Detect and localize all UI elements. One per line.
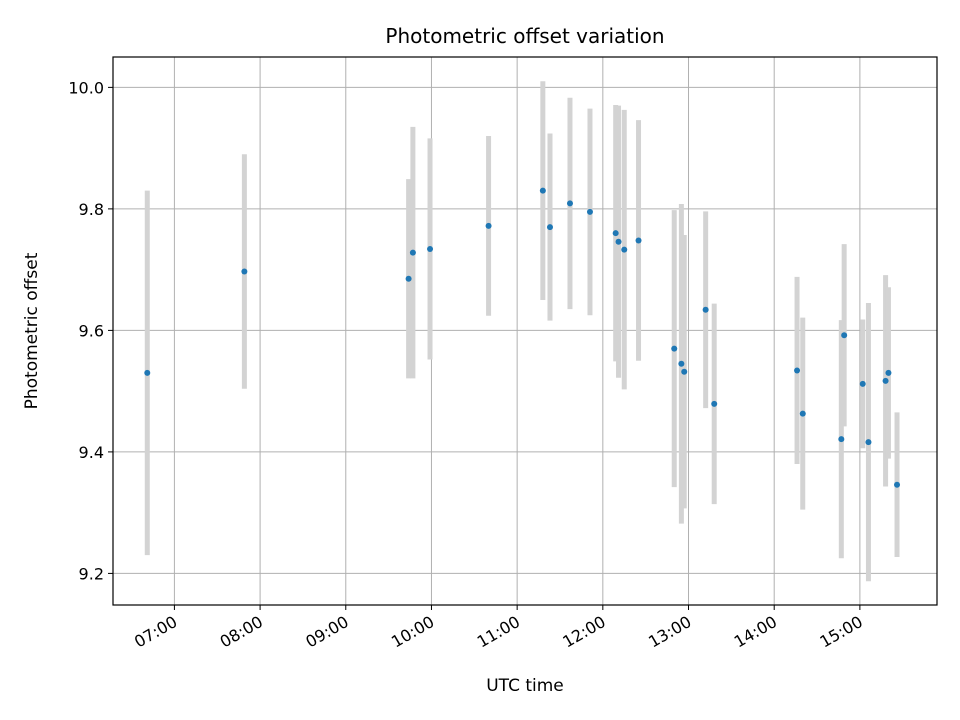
data-point	[794, 367, 801, 374]
y-tick-label: 9.6	[79, 321, 104, 340]
data-point	[427, 245, 434, 252]
data-points	[144, 187, 901, 488]
data-point	[635, 237, 642, 244]
data-point	[409, 249, 416, 256]
data-point	[799, 410, 806, 417]
data-point	[882, 377, 889, 384]
data-point	[566, 200, 573, 207]
data-point	[241, 268, 248, 275]
data-point	[711, 400, 718, 407]
data-point	[678, 360, 685, 367]
data-point	[546, 224, 553, 231]
x-axis-title: UTC time	[486, 676, 564, 696]
data-point	[841, 332, 848, 339]
plot-frame	[112, 56, 938, 606]
y-axis-title: Photometric offset	[22, 252, 42, 409]
chart-title: Photometric offset variation	[385, 24, 664, 48]
y-tick-label: 9.8	[79, 200, 104, 219]
y-tick-label: 10.0	[68, 78, 104, 97]
data-point	[671, 345, 678, 352]
data-point	[859, 380, 866, 387]
data-point	[865, 439, 872, 446]
data-point	[894, 481, 901, 488]
data-point	[885, 369, 892, 376]
data-point	[681, 368, 688, 375]
data-point	[838, 436, 845, 443]
grid	[113, 57, 937, 605]
data-point	[586, 208, 593, 215]
data-point	[144, 369, 151, 376]
y-tick-label: 9.4	[79, 443, 104, 462]
data-point	[405, 275, 412, 282]
data-point	[615, 238, 622, 245]
data-point	[702, 306, 709, 313]
data-point	[539, 187, 546, 194]
y-tick-label: 9.2	[79, 564, 104, 583]
data-point	[612, 230, 619, 237]
data-point	[621, 246, 628, 253]
data-point	[485, 222, 492, 229]
